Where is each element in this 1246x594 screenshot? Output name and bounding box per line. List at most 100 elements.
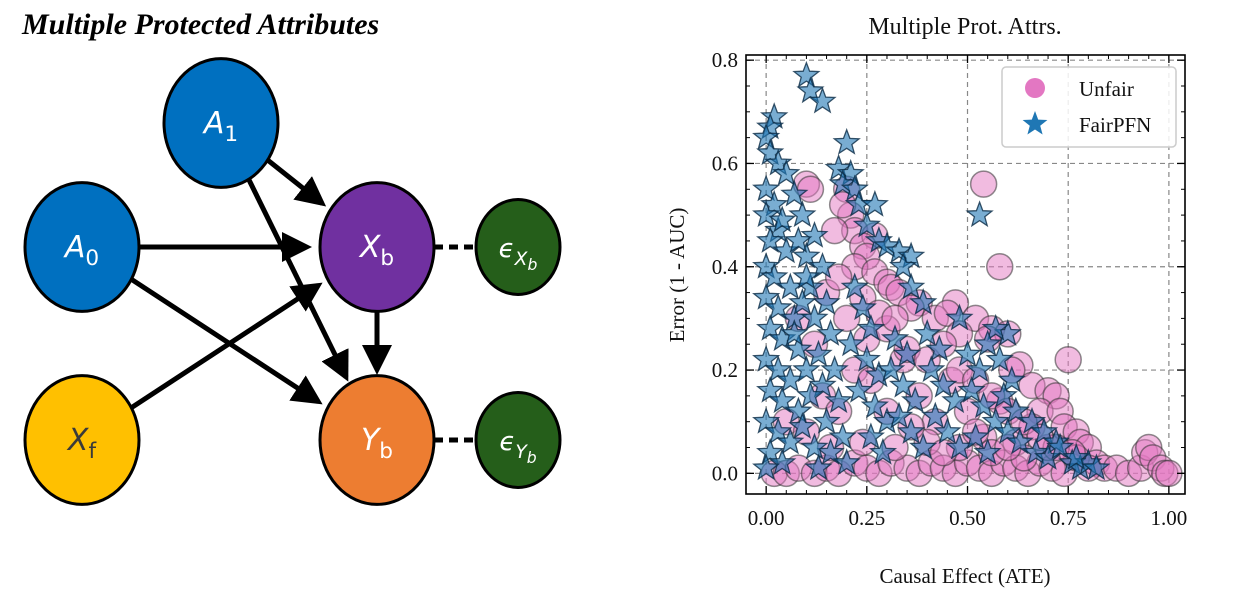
data-point-fairpfn <box>772 158 801 186</box>
data-point-fairpfn <box>768 205 797 233</box>
data-point-fairpfn <box>792 355 821 383</box>
x-axis-label: Causal Effect (ATE) <box>879 564 1050 588</box>
data-point-fairpfn <box>788 288 817 315</box>
y-axis-label: Error (1 - AUC) <box>665 208 689 343</box>
data-point-fairpfn <box>856 313 885 341</box>
data-point-fairpfn <box>1001 396 1030 424</box>
data-point-unfair <box>796 175 825 204</box>
data-point-fairpfn <box>933 417 962 444</box>
data-point-fairpfn <box>868 437 898 465</box>
data-point-fairpfn <box>872 231 902 259</box>
data-point-fairpfn <box>768 448 797 476</box>
data-point-fairpfn <box>816 319 845 346</box>
data-point-fairpfn <box>844 375 873 403</box>
data-point-unfair <box>820 216 849 245</box>
data-point-fairpfn <box>768 386 797 414</box>
data-point-fairpfn <box>965 200 994 228</box>
data-point-fairpfn <box>764 293 793 321</box>
data-point-fairpfn <box>792 60 821 88</box>
node-circle <box>474 391 562 489</box>
node-label: ϵXb <box>499 234 538 274</box>
node-circle <box>162 57 280 189</box>
node-circle <box>23 374 141 506</box>
data-point-fairpfn <box>800 220 829 248</box>
data-point-fairpfn <box>993 417 1022 444</box>
data-point-fairpfn <box>973 437 1002 465</box>
data-point-fairpfn <box>1062 442 1091 470</box>
node-label: A0 <box>63 230 99 271</box>
node-circle <box>474 198 562 296</box>
data-point-fairpfn <box>897 272 926 300</box>
data-point-fairpfn <box>860 189 889 217</box>
data-point-fairpfn <box>756 313 785 341</box>
chart-title: Multiple Prot. Attrs. <box>868 14 1061 40</box>
node-label: A1 <box>202 106 238 147</box>
data-point-fairpfn <box>860 391 889 419</box>
data-point-fairpfn <box>760 262 789 290</box>
data-point-fairpfn <box>852 344 881 372</box>
data-point-fairpfn <box>969 391 998 419</box>
data-point-fairpfn <box>784 334 813 362</box>
data-point-fairpfn <box>957 375 986 403</box>
data-point-fairpfn <box>760 189 789 217</box>
data-point-fairpfn <box>776 427 805 455</box>
data-point-fairpfn <box>973 329 1002 357</box>
edge-A1-Yb <box>243 173 349 382</box>
node-circle <box>23 181 141 313</box>
node-label: Xb <box>358 230 394 271</box>
data-point-fairpfn <box>764 417 793 444</box>
data-point-unfair <box>969 170 998 198</box>
data-point-fairpfn <box>901 386 930 414</box>
data-point-fairpfn <box>752 282 781 310</box>
data-point-fairpfn <box>981 313 1010 341</box>
data-point-fairpfn <box>812 406 841 434</box>
data-point-fairpfn <box>828 169 857 197</box>
data-point-fairpfn <box>997 365 1026 393</box>
legend-box <box>1001 66 1177 148</box>
data-point-fairpfn <box>756 437 785 465</box>
data-point-fairpfn <box>1005 427 1034 455</box>
data-point-fairpfn <box>756 375 785 403</box>
axes-frame <box>745 54 1186 495</box>
data-point-fairpfn <box>792 241 821 269</box>
node-label: ϵYb <box>499 427 536 467</box>
causal-diagram: A1 A0 Xb ϵXb Xf Yb ϵYb <box>23 57 562 506</box>
diagram-title: Multiple Protected Attributes <box>22 8 380 41</box>
data-point-fairpfn <box>953 339 982 367</box>
legend-marker-fairpfn <box>1022 111 1048 135</box>
data-point-fairpfn <box>852 210 881 238</box>
data-point-fairpfn <box>892 339 922 367</box>
data-point-fairpfn <box>812 288 841 315</box>
node-eYb: ϵYb <box>474 391 562 489</box>
data-point-fairpfn <box>985 344 1014 372</box>
data-point-fairpfn <box>752 251 781 279</box>
data-point-fairpfn <box>800 432 829 460</box>
legend-label-unfair: Unfair <box>1079 77 1134 101</box>
data-point-fairpfn <box>832 127 861 155</box>
data-point-fairpfn <box>824 386 853 414</box>
data-point-fairpfn <box>880 324 910 352</box>
data-point-fairpfn <box>800 303 829 331</box>
data-point-fairpfn <box>808 86 837 114</box>
data-point-fairpfn <box>884 401 914 429</box>
data-point-fairpfn <box>917 355 946 383</box>
data-point-fairpfn <box>820 355 849 383</box>
data-point-fairpfn <box>836 329 865 357</box>
data-point-fairpfn <box>981 406 1010 434</box>
data-point-fairpfn <box>989 381 1018 408</box>
data-point-fairpfn <box>961 422 990 450</box>
node-circle <box>318 181 436 313</box>
data-point-fairpfn <box>876 355 906 383</box>
data-point-fairpfn <box>752 200 781 228</box>
edge-Xf-Xb <box>128 282 323 411</box>
data-point-fairpfn <box>796 381 825 408</box>
data-point-fairpfn <box>792 262 821 290</box>
node-circle <box>318 374 436 506</box>
x-tick-label: 1.00 <box>1151 506 1188 530</box>
data-point-fairpfn <box>764 355 793 383</box>
x-tick-label: 0.75 <box>1050 506 1087 530</box>
edge-A0-Yb <box>128 276 323 405</box>
data-point-fairpfn <box>929 370 958 398</box>
data-point-fairpfn <box>808 251 837 279</box>
data-point-fairpfn <box>832 448 861 475</box>
